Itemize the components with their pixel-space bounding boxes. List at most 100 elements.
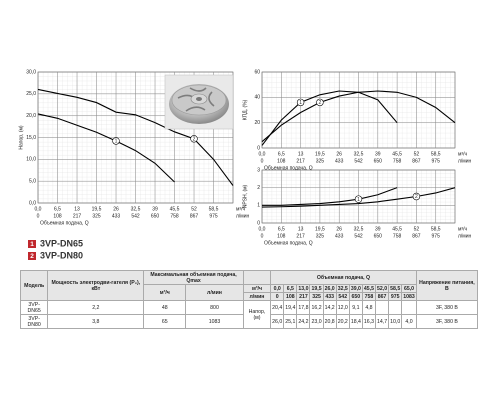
table-cell: 2,2	[47, 300, 145, 315]
x-tick-label-secondary: 108	[53, 213, 62, 219]
x-tick-label: 45,5	[170, 206, 180, 212]
x-tick-label-secondary: 542	[131, 213, 140, 219]
table-cell: 20,2	[335, 314, 350, 329]
series-marker	[412, 192, 421, 201]
x-tick-label-secondary: 217	[73, 213, 82, 219]
x-tick-label-secondary: 542	[354, 158, 363, 164]
table-cell: л/мин	[185, 284, 244, 301]
table-cell: 9,1	[348, 300, 363, 315]
x-tick-label: 13	[298, 151, 304, 157]
x-tick-label: 6,5	[278, 151, 285, 157]
x-tick-label-secondary: 0	[261, 158, 264, 164]
table-cell: 10,0	[388, 314, 403, 329]
x-tick-label: 58,5	[431, 151, 441, 157]
x-tick-label-secondary: 433	[335, 233, 344, 239]
x-tick-label-secondary: 0	[37, 213, 40, 219]
series-line	[261, 90, 456, 143]
table-cell: 20,4	[270, 300, 285, 315]
y-tick-label: 20,0	[26, 113, 36, 119]
series-marker-label: 2	[415, 194, 418, 200]
x-axis-label: Объемная подача, Q	[40, 220, 89, 226]
table-cell: 19,5	[309, 284, 324, 293]
x-tick-label-secondary: 108	[277, 233, 286, 239]
table-cell: 800	[185, 300, 244, 315]
y-tick-label: 0	[257, 220, 260, 226]
x-tick-label: 0,0	[259, 151, 266, 157]
x-tick-label-secondary: 758	[393, 158, 402, 164]
x-tick-label-secondary: 867	[190, 213, 199, 219]
series-marker-label: 1	[115, 139, 118, 145]
legend-number: 1	[30, 241, 34, 248]
y-tick-label: 20	[254, 120, 260, 126]
table-cell: 52,0	[375, 284, 390, 293]
x-tick-label-secondary: 867	[412, 233, 421, 239]
x-tick-label-secondary: 325	[316, 233, 325, 239]
table-cell: 25,1	[283, 314, 298, 329]
table-cell: м³/ч	[242, 284, 272, 293]
table-cell: Напор, (м)	[242, 300, 272, 329]
table-cell: 867	[375, 292, 390, 301]
table-cell: 12,0	[335, 300, 350, 315]
table-cell	[242, 270, 272, 285]
x-tick-label: 58,5	[431, 226, 441, 232]
x-unit: л/мин	[458, 233, 472, 239]
table-cell: 975	[388, 292, 403, 301]
table-cell: 18,4	[348, 314, 363, 329]
table-cell: Максимальная объемная подача, Qmax	[143, 270, 244, 285]
table-cell: 650	[348, 292, 363, 301]
y-tick-label: 1	[257, 203, 260, 209]
table-cell: 3VP-DN65	[19, 300, 49, 315]
y-tick-label: 15,0	[26, 135, 36, 141]
x-tick-label-secondary: 217	[296, 233, 305, 239]
x-tick-label-secondary: 217	[296, 158, 305, 164]
x-tick-label: 6,5	[54, 206, 61, 212]
table-cell: 1083	[401, 292, 417, 301]
x-tick-label: 19,5	[92, 206, 102, 212]
table-cell: 20,8	[322, 314, 337, 329]
table-cell: 16,2	[309, 300, 324, 315]
x-tick-label-secondary: 758	[170, 213, 179, 219]
table-cell: 6,5	[283, 284, 298, 293]
x-tick-label-secondary: 433	[335, 158, 344, 164]
y-axis-label: КПД, (%)	[242, 99, 248, 120]
series-marker	[296, 98, 305, 107]
x-tick-label: 6,5	[278, 226, 285, 232]
x-tick-label: 52	[414, 151, 420, 157]
series-line	[261, 187, 456, 208]
table-cell: 16,3	[361, 314, 377, 329]
table-cell: Объемная подача, Q	[270, 270, 417, 285]
x-tick-label-secondary: 433	[112, 213, 121, 219]
x-tick-label-secondary: 975	[432, 233, 441, 239]
x-tick-label: 39	[375, 226, 381, 232]
x-tick-label: 26	[336, 151, 342, 157]
series-marker	[112, 137, 120, 145]
x-tick-label-secondary: 867	[412, 158, 421, 164]
x-tick-label: 26	[336, 226, 342, 232]
table-cell: 3VP-DN80	[19, 314, 49, 329]
legend-name: 3VP-DN80	[40, 251, 83, 261]
y-axis-label: NPSH, (м)	[242, 184, 248, 208]
table-cell: 542	[335, 292, 350, 301]
table-cell: 4,8	[361, 300, 377, 315]
legend-swatch	[28, 240, 36, 248]
y-tick-label: 3	[257, 167, 260, 173]
series-marker-label: 1	[357, 197, 360, 203]
table-cell: 3,8	[47, 314, 145, 329]
y-tick-label: 10,0	[26, 157, 36, 163]
table-cell: 58,5	[388, 284, 403, 293]
table-cell: 23,0	[309, 314, 324, 329]
table-cell	[401, 300, 417, 315]
x-tick-label: 58,5	[209, 206, 219, 212]
table-cell: 48	[143, 300, 187, 315]
x-tick-label-secondary: 758	[393, 233, 402, 239]
series-marker	[354, 195, 363, 203]
y-tick-label: 40	[254, 95, 260, 101]
table-cell: м³/ч	[143, 284, 187, 301]
table-cell: 17,8	[296, 300, 311, 315]
table-cell: 108	[283, 292, 298, 301]
x-unit: л/мин	[236, 213, 250, 219]
table-cell: 1083	[185, 314, 244, 329]
series-line	[261, 90, 398, 146]
y-tick-label: 0	[257, 145, 260, 151]
